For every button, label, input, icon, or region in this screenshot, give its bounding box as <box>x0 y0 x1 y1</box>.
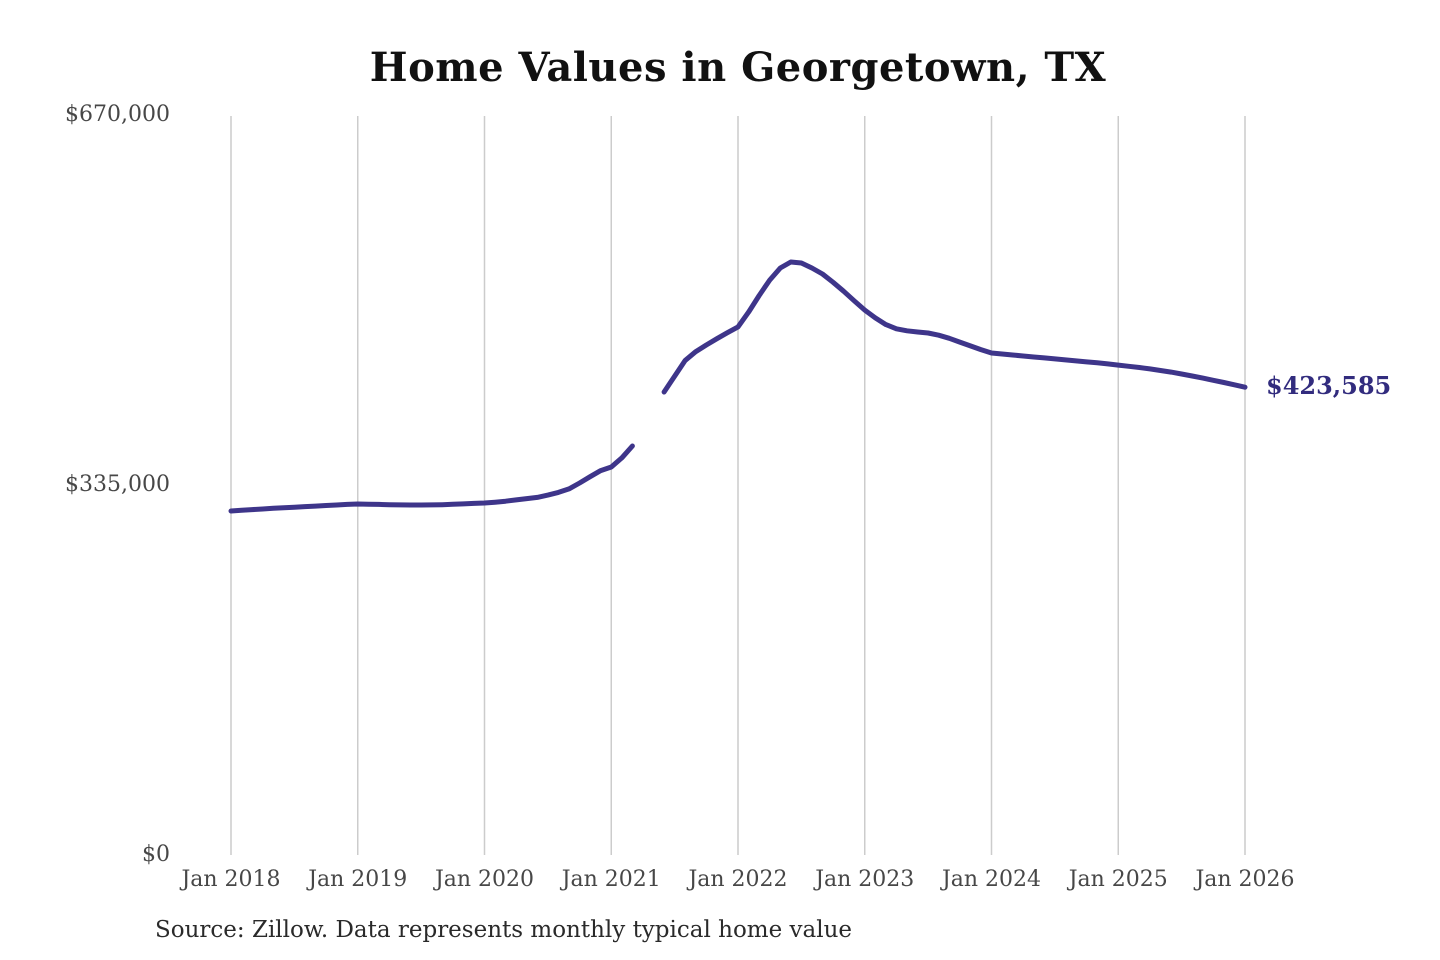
y-tick-label: $0 <box>142 842 170 867</box>
value-line-segment <box>661 259 1248 395</box>
x-tick-label: Jan 2022 <box>688 867 788 892</box>
x-tick-label: Jan 2021 <box>561 867 661 892</box>
x-tick-label: Jan 2023 <box>815 867 915 892</box>
source-note: Source: Zillow. Data represents monthly … <box>155 917 853 943</box>
x-tick-label: Jan 2019 <box>308 867 408 892</box>
x-tick-label: Jan 2020 <box>434 867 535 892</box>
x-tick-label: Jan 2024 <box>941 867 1042 892</box>
end-value-label: $423,585 <box>1266 371 1392 401</box>
y-tick-label: $670,000 <box>65 102 170 127</box>
y-tick-label: $335,000 <box>65 472 170 497</box>
value-line-segment <box>228 443 635 514</box>
x-tick-label: Jan 2026 <box>1195 867 1295 892</box>
x-tick-label: Jan 2025 <box>1068 867 1168 892</box>
chart-title: Home Values in Georgetown, TX <box>369 44 1107 91</box>
x-tick-label: Jan 2018 <box>181 867 281 892</box>
